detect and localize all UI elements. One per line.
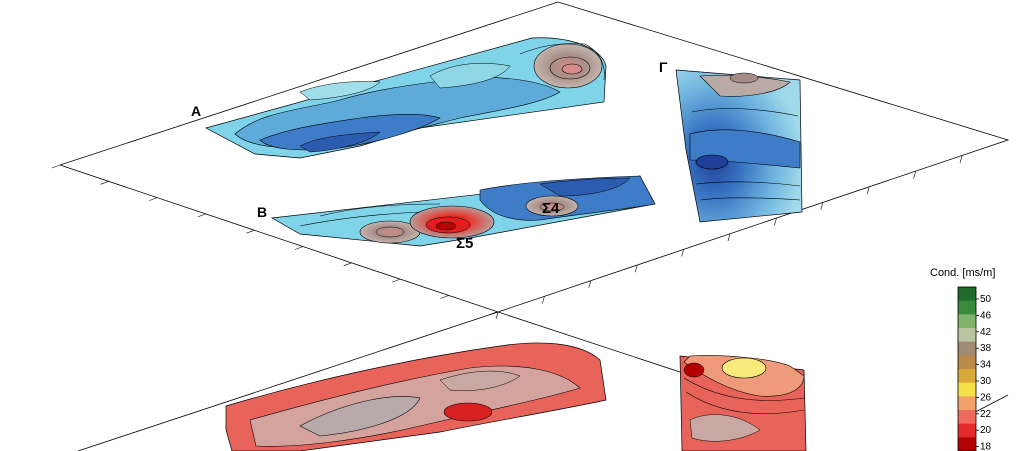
axis-tick-mark — [774, 218, 777, 226]
legend-tick-label: 38 — [980, 343, 992, 354]
axis-tick-mark — [820, 202, 824, 210]
area-label-gamma: Γ — [659, 59, 668, 75]
axis-tick-mark — [634, 265, 638, 273]
annotation-s4: Σ4 — [542, 200, 560, 217]
legend-swatch — [958, 355, 976, 370]
annotation-s5: Σ5 — [456, 235, 473, 252]
axis-tick-mark — [343, 262, 352, 267]
axis-tick-mark — [440, 295, 449, 299]
legend-swatch — [958, 423, 976, 438]
legend-tick-label: 20 — [980, 425, 992, 436]
legend-tick-label: 42 — [980, 327, 992, 338]
axis-tick-mark — [913, 171, 916, 179]
legend-swatch — [958, 314, 976, 329]
legend-swatch — [958, 382, 976, 397]
axis-tick-mark — [681, 249, 684, 257]
legend-swatch — [958, 396, 976, 411]
axis-tick-mark — [959, 155, 963, 164]
legend-swatch — [958, 287, 976, 302]
legend-swatch — [958, 300, 976, 315]
lower-map-left — [225, 342, 607, 451]
legend: Cond. [ms/m] 50 46 42 38 34 30 26 22 20 18 — [930, 267, 995, 451]
axis-tick-mark — [542, 296, 545, 304]
axis-tick-mark — [866, 187, 870, 195]
area-b-map — [270, 175, 656, 247]
legend-tick-label: 22 — [980, 409, 992, 420]
lower-map-right — [679, 355, 807, 451]
axis-tick-mark — [588, 280, 592, 288]
axis-tick-mark — [294, 246, 304, 250]
legend-swatch — [958, 341, 976, 356]
axis-tick-mark — [246, 229, 255, 234]
tick-labels-left — [51, 155, 963, 320]
legend-tick-label: 34 — [980, 360, 992, 371]
legend-swatch — [958, 328, 976, 343]
legend-tick-label: 18 — [980, 442, 992, 451]
area-label-a: A — [191, 103, 201, 119]
axis-tick-mark — [392, 278, 401, 283]
legend-tick-label: 46 — [980, 310, 992, 321]
legend-frame — [957, 286, 977, 451]
axis-tick-mark — [100, 181, 109, 185]
area-a-map — [205, 37, 607, 159]
axis-tick-mark — [489, 311, 498, 315]
legend-swatch — [958, 369, 976, 384]
axis-tick-mark — [495, 311, 499, 320]
axis-tick-mark — [51, 164, 61, 169]
area-label-b: B — [257, 204, 267, 220]
legend-swatch — [958, 410, 976, 425]
upper-plane — [59, 1, 1010, 313]
legend-tick-label: 50 — [980, 294, 992, 305]
axis-tick-mark — [727, 233, 731, 242]
legend-tick-label: 30 — [980, 376, 992, 387]
legend-swatch — [958, 437, 976, 451]
axis-tick-mark — [197, 213, 206, 218]
area-gamma-map — [675, 69, 803, 223]
axis-tick-mark — [149, 197, 158, 201]
legend-tick-label: 26 — [980, 392, 992, 403]
legend-title: Cond. [ms/m] — [930, 267, 995, 279]
